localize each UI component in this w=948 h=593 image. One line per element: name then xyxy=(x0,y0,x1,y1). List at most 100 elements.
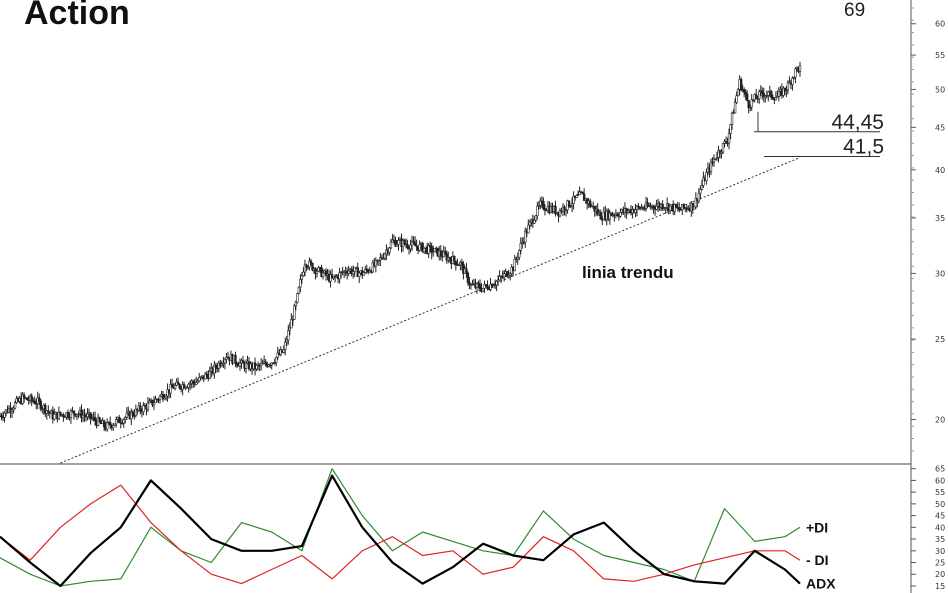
indicator-line-1 xyxy=(0,468,801,587)
candle-body xyxy=(235,362,239,366)
trend-line-label: linia trendu xyxy=(582,263,674,282)
candle-body xyxy=(619,212,622,217)
candle-body xyxy=(678,207,681,211)
candle-body xyxy=(108,422,112,426)
candle-body xyxy=(625,208,628,213)
candle-body xyxy=(729,124,732,134)
candle-body xyxy=(163,397,166,400)
candle-body xyxy=(268,364,272,367)
candle-body xyxy=(539,200,542,206)
candle-body xyxy=(537,205,541,207)
indicator-tick-label: 15 xyxy=(935,582,945,591)
candle-body xyxy=(593,205,596,212)
candle-body xyxy=(439,250,442,256)
candle-body xyxy=(39,400,42,410)
candle-body xyxy=(10,409,14,413)
candle-body xyxy=(578,191,581,196)
candle-body xyxy=(767,91,770,96)
candle-body xyxy=(389,241,393,249)
candle-body xyxy=(255,364,258,370)
candle-body xyxy=(415,245,418,247)
candle-body xyxy=(388,247,391,253)
candle-body xyxy=(418,244,421,251)
candle-body xyxy=(736,89,740,97)
candle-body xyxy=(409,244,412,250)
candle-body xyxy=(306,266,310,269)
candle-body xyxy=(493,284,497,287)
candle-body xyxy=(352,271,355,275)
candle-body xyxy=(770,90,773,98)
trend-line xyxy=(60,157,801,464)
indicator-tick-label: 40 xyxy=(935,523,945,532)
candle-body xyxy=(324,270,328,276)
candle-body xyxy=(284,341,287,350)
candle-body xyxy=(783,87,787,91)
candle-body xyxy=(285,339,288,343)
candle-body xyxy=(433,248,436,253)
candle-body xyxy=(792,76,796,79)
candle-body xyxy=(35,403,38,405)
candle-body xyxy=(720,151,723,154)
candle-body xyxy=(148,400,151,404)
candle-body xyxy=(364,268,367,273)
candle-body xyxy=(30,395,33,401)
candle-body xyxy=(498,276,501,281)
candle-body xyxy=(679,209,682,211)
candle-body xyxy=(205,373,208,376)
candle-body xyxy=(758,91,761,100)
candle-body xyxy=(554,205,557,215)
candle-body xyxy=(3,412,6,418)
candle-body xyxy=(477,282,480,286)
candle-body xyxy=(222,362,225,365)
candle-body xyxy=(742,89,746,93)
price-tick-label: 35 xyxy=(935,214,945,223)
candle-body xyxy=(397,240,400,245)
candle-body xyxy=(139,405,142,412)
candle-body xyxy=(305,264,308,268)
price-tick-label: 25 xyxy=(935,335,945,344)
candle-body xyxy=(300,275,304,280)
candle-body xyxy=(643,208,646,210)
candle-body xyxy=(47,410,50,413)
candle-body xyxy=(427,245,430,254)
candle-body xyxy=(124,417,127,420)
indicator-tick-label: 65 xyxy=(935,465,945,474)
candle-body xyxy=(682,204,685,209)
candle-body xyxy=(146,402,150,410)
price-tick-label: 45 xyxy=(935,123,945,132)
candle-body xyxy=(264,361,267,365)
candle-body xyxy=(182,384,186,389)
candle-body xyxy=(483,284,486,289)
candle-body xyxy=(178,383,181,389)
candle-body xyxy=(344,270,347,273)
candle-body xyxy=(697,192,701,202)
candle-body xyxy=(664,207,667,209)
candle-body xyxy=(234,355,237,364)
candle-body xyxy=(733,102,737,114)
candle-body xyxy=(478,284,482,290)
indicator-tick-label: 35 xyxy=(935,535,945,544)
candle-body xyxy=(347,270,350,274)
candle-body xyxy=(308,260,311,268)
candle-body xyxy=(563,206,566,212)
indicator-tick-label: 60 xyxy=(935,476,945,485)
candle-body xyxy=(454,260,458,266)
candle-body xyxy=(637,205,640,208)
candle-body xyxy=(761,90,764,94)
candle-body xyxy=(59,411,62,416)
candle-body xyxy=(25,397,29,401)
candle-body xyxy=(524,230,527,243)
candle-body xyxy=(422,247,426,253)
candle-body xyxy=(570,203,574,207)
candle-body xyxy=(12,407,15,411)
candle-body xyxy=(291,319,295,321)
candle-body xyxy=(774,97,778,101)
candle-body xyxy=(777,91,781,97)
candle-body xyxy=(261,363,264,365)
candle-body xyxy=(634,209,637,213)
candle-body xyxy=(421,243,424,253)
candle-body xyxy=(302,271,305,276)
candle-body xyxy=(468,282,471,285)
candle-body xyxy=(694,198,698,208)
